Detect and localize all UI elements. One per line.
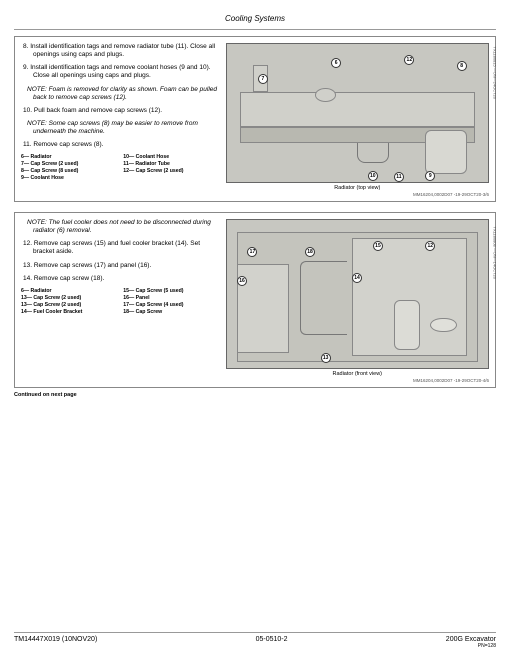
page-footer: TM14447X019 (10NOV20) 05-0510-2 200G Exc…: [14, 632, 496, 649]
section-2: NOTE: The fuel cooler does not need to b…: [14, 212, 496, 388]
legend-1: 6— Radiator 7— Cap Screw (2 used) 8— Cap…: [21, 154, 218, 182]
callout-10: 10: [368, 171, 378, 181]
callout-13: 13: [321, 353, 331, 363]
section-1: 8. Install identification tags and remov…: [14, 36, 496, 202]
fig1-docref: MM16204,0002D07 -19-29OCT20-3/6: [226, 192, 489, 197]
note-1b: NOTE: Some cap screws (8) may be easier …: [27, 120, 218, 136]
figure-1: TX1186815 —UN—24OCT20 7612810119: [226, 43, 489, 183]
step-9: 9. Install identification tags and remov…: [33, 64, 218, 80]
step-11: 11. Remove cap screws (8).: [33, 141, 218, 149]
note-2a: NOTE: The fuel cooler does not need to b…: [27, 219, 218, 235]
callout-11: 11: [394, 172, 404, 182]
fig2-docref: MM16204,0002D07 -19-29OCT20-4/6: [226, 378, 489, 383]
step-13: 13. Remove cap screws (17) and panel (16…: [33, 262, 218, 270]
section-2-figure: TX1186808 —UN—14OCT20 17181512161413 Rad…: [226, 219, 489, 383]
section-2-text: NOTE: The fuel cooler does not need to b…: [21, 219, 218, 383]
section-1-figure: TX1186815 —UN—24OCT20 7612810119 Radiato…: [226, 43, 489, 197]
footer-center: 05-0510-2: [97, 636, 446, 649]
callout-8: 8: [457, 61, 467, 71]
step-10: 10. Pull back foam and remove cap screws…: [33, 107, 218, 115]
fig2-caption: Radiator (front view): [226, 371, 489, 377]
callout-12: 12: [404, 55, 414, 65]
callout-12: 12: [425, 241, 435, 251]
fig1-caption: Radiator (top view): [226, 185, 489, 191]
callout-15: 15: [373, 241, 383, 251]
callout-6: 6: [331, 58, 341, 68]
fig2-sideref: TX1186808 —UN—14OCT20: [493, 227, 498, 280]
footer-right: 200G Excavator PN=128: [446, 636, 496, 649]
callout-9: 9: [425, 171, 435, 181]
legend-2: 6— Radiator 13— Cap Screw (2 used) 13— C…: [21, 288, 218, 316]
page-header: Cooling Systems: [14, 10, 496, 30]
step-12: 12. Remove cap screws (15) and fuel cool…: [33, 240, 218, 256]
fig1-sideref: TX1186815 —UN—24OCT20: [493, 47, 498, 100]
figure-2: TX1186808 —UN—14OCT20 17181512161413: [226, 219, 489, 369]
step-8: 8. Install identification tags and remov…: [33, 43, 218, 59]
step-14: 14. Remove cap screw (18).: [33, 275, 218, 283]
header-title: Cooling Systems: [225, 14, 285, 23]
section-1-text: 8. Install identification tags and remov…: [21, 43, 218, 197]
continued-label: Continued on next page: [14, 392, 496, 398]
callout-18: 18: [305, 247, 315, 257]
footer-left: TM14447X019 (10NOV20): [14, 636, 97, 649]
note-1a: NOTE: Foam is removed for clarity as sho…: [27, 86, 218, 102]
